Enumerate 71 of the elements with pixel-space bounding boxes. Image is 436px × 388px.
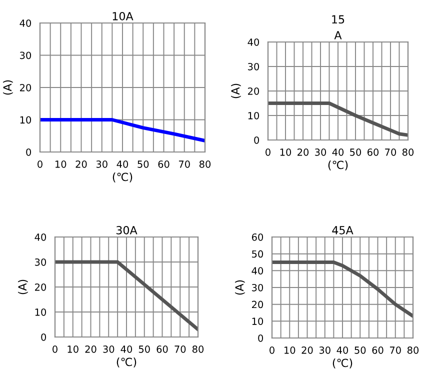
y-tick-label: 30	[252, 284, 264, 292]
x-tick-label: 20	[298, 148, 309, 156]
y-tick-label: 60	[252, 233, 264, 241]
x-tick-label: 40	[116, 160, 128, 168]
y-tick-label: 50	[252, 250, 264, 258]
x-tick-label: 20	[302, 346, 313, 354]
y-tick-label: 0	[41, 333, 46, 341]
x-tick-label: 30	[315, 148, 326, 156]
line-series	[40, 118, 205, 142]
x-tick-label: 20	[76, 160, 87, 168]
x-tick-label: 10	[68, 346, 78, 353]
y-tick-label: 10	[35, 308, 46, 316]
x-tick-label: 60	[156, 346, 168, 353]
x-tick-label: 30	[319, 346, 330, 354]
x-tick-label: 80	[192, 346, 204, 353]
y-tick-label: 20	[20, 84, 32, 92]
y-tick-label: 40	[252, 267, 264, 274]
x-tick-label: 40	[336, 346, 348, 354]
x-axis-title: (℃)	[116, 358, 136, 368]
x-tick-label: 80	[407, 346, 419, 354]
y-tick-label: 40	[248, 38, 260, 46]
chart-title: 15 A	[332, 15, 344, 40]
y-tick-label: 20	[252, 300, 264, 308]
y-tick-label: 30	[20, 52, 32, 60]
x-axis-title: (℃)	[112, 172, 132, 182]
y-tick-label: 20	[35, 283, 46, 291]
x-tick-label: 80	[402, 148, 414, 156]
x-tick-label: 70	[174, 346, 186, 353]
x-tick-label: 10	[280, 148, 292, 156]
x-tick-label: 60	[367, 148, 379, 156]
y-tick-label: 30	[35, 258, 46, 266]
y-axis-title: (A)	[235, 280, 245, 295]
y-tick-label: 40	[34, 233, 46, 241]
y-tick-label: 0	[258, 334, 264, 342]
chart-title: 30A	[116, 226, 138, 234]
x-tick-label: 10	[56, 160, 66, 168]
y-axis-title: (A)	[18, 280, 28, 294]
x-tick-label: 40	[120, 346, 132, 353]
x-tick-label: 80	[199, 160, 211, 168]
chart-title: 10A	[112, 12, 134, 20]
line-series	[268, 102, 408, 137]
x-tick-label: 30	[103, 346, 114, 353]
x-tick-label: 0	[52, 346, 58, 353]
x-axis-title: (℃)	[332, 358, 352, 368]
x-tick-label: 20	[85, 346, 96, 353]
x-tick-label: 0	[266, 148, 270, 156]
x-tick-label: 70	[390, 346, 401, 354]
chart-title: 45A	[332, 226, 354, 234]
x-tick-label: 60	[158, 160, 170, 168]
x-tick-label: 70	[385, 148, 396, 156]
x-tick-label: 0	[270, 346, 274, 354]
y-tick-label: 0	[254, 136, 260, 144]
x-tick-label: 10	[284, 346, 296, 354]
x-tick-label: 50	[138, 160, 149, 168]
y-tick-label: 20	[248, 87, 260, 95]
x-tick-label: 50	[354, 346, 366, 354]
x-tick-label: 60	[372, 346, 384, 354]
y-tick-label: 10	[248, 112, 260, 120]
y-axis-title: (A)	[3, 80, 13, 95]
y-axis-title: (A)	[231, 84, 241, 98]
x-tick-label: 30	[96, 160, 108, 168]
x-tick-label: 50	[350, 148, 362, 156]
line-series	[272, 260, 413, 318]
x-tick-label: 70	[178, 160, 190, 168]
y-tick-label: 10	[20, 116, 32, 124]
x-tick-label: 40	[332, 148, 344, 156]
x-tick-label: 50	[138, 346, 150, 353]
y-tick-label: 10	[252, 318, 264, 325]
y-tick-label: 40	[20, 19, 32, 27]
x-axis-title: (℃)	[328, 160, 348, 170]
y-tick-label: 30	[248, 62, 260, 70]
